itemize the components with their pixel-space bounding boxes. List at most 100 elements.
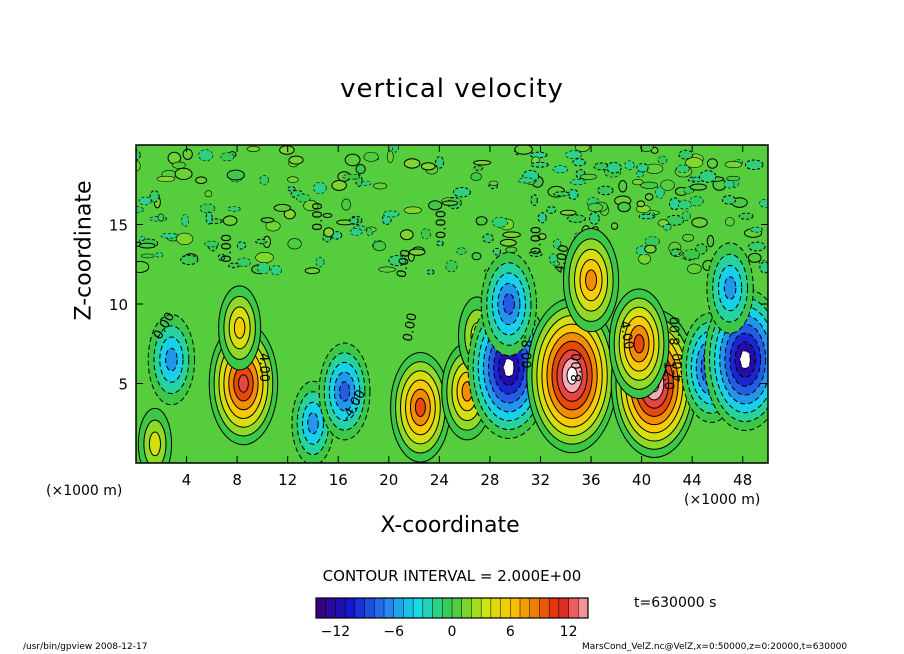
- footer-data-source: MarsCond_VelZ.nc@VelZ,x=0:50000,z=0:2000…: [582, 642, 848, 652]
- x-tick-label: 36: [581, 471, 600, 489]
- colorbar-tick-label: −6: [383, 624, 404, 640]
- colorbar-segment: [568, 598, 579, 618]
- y-axis: 5 10 15: [109, 217, 768, 394]
- turbulence-cell: [217, 253, 226, 261]
- turbulence-cell: [246, 146, 261, 152]
- turbulence-cell: [382, 210, 400, 218]
- turbulence-cell: [724, 160, 743, 169]
- turbulence-cell: [644, 236, 660, 247]
- turbulence-cell: [657, 155, 668, 165]
- colorbar-segment: [413, 598, 424, 618]
- turbulence-cell: [695, 243, 708, 255]
- turbulence-cell: [279, 145, 295, 155]
- turbulence-cell: [408, 248, 426, 256]
- contour-label: 12.0: [660, 361, 675, 390]
- turbulence-cell: [204, 190, 213, 198]
- contour-label: 8.00: [570, 353, 585, 382]
- turbulence-cell: [530, 194, 538, 206]
- turbulence-cell: [303, 200, 319, 212]
- turbulence-cell: [155, 252, 164, 258]
- turbulence-cell: [759, 261, 768, 274]
- x-tick-label: 32: [531, 471, 550, 489]
- x-axis: 4 8 12 16 20 24 28 32 36 40 44 48: [182, 145, 752, 489]
- turbulence-cell: [597, 185, 614, 196]
- colorbar-segment: [490, 598, 502, 618]
- colorbar-tick-label: −12: [321, 624, 351, 640]
- downdraft-cell: [318, 342, 371, 441]
- turbulence-cell: [388, 254, 407, 267]
- turbulence-cell: [344, 153, 361, 167]
- y-tick-label: 5: [118, 376, 128, 394]
- contour-label: 0.00: [394, 248, 414, 279]
- colorbar-segment: [520, 598, 531, 618]
- turbulence-cell: [257, 261, 270, 275]
- turbulence-cell: [618, 180, 628, 193]
- colorbar-segment: [403, 598, 414, 618]
- turbulence-cell: [322, 213, 333, 219]
- colorbar-segment: [529, 598, 540, 618]
- colorbar-segment: [364, 598, 375, 618]
- x-tick-label: 16: [329, 471, 348, 489]
- x-tick-label: 28: [480, 471, 499, 489]
- turbulence-cell: [518, 177, 536, 184]
- turbulence-cell: [759, 199, 768, 208]
- x-tick-label: 20: [379, 471, 398, 489]
- turbulence-cell: [552, 165, 569, 174]
- turbulence-cell: [342, 173, 361, 180]
- turbulence-cell: [156, 175, 176, 182]
- turbulence-cell: [570, 178, 587, 186]
- turbulence-cell: [363, 151, 379, 162]
- turbulence-cell: [171, 161, 186, 169]
- turbulence-cell: [514, 145, 533, 155]
- turbulence-cell: [403, 158, 421, 169]
- turbulence-cell: [341, 198, 351, 211]
- turbulence-cell: [725, 217, 735, 227]
- downdraft-cell: [706, 242, 754, 334]
- turbulence-cell: [473, 165, 484, 171]
- y-axis-units: (×1000 m): [46, 483, 123, 499]
- colorbar-segment: [578, 598, 589, 618]
- turbulence-cell: [220, 152, 235, 162]
- turbulence-cell: [640, 181, 659, 189]
- turbulence-cell: [670, 248, 681, 257]
- colorbar-segment: [316, 598, 327, 618]
- contour-label: 4.00: [616, 320, 636, 351]
- turbulence-cell: [530, 161, 549, 168]
- colorbar-tick-label: 6: [506, 624, 515, 640]
- x-axis-label: X-coordinate: [380, 513, 520, 538]
- turbulence-cell: [721, 195, 737, 205]
- turbulence-cell: [644, 244, 657, 254]
- turbulence-cell: [378, 266, 396, 273]
- turbulence-cell: [313, 182, 327, 195]
- turbulence-cell: [676, 164, 690, 173]
- x-tick-label: 12: [278, 471, 297, 489]
- turbulence-cell: [174, 167, 193, 181]
- turbulence-cell: [682, 249, 700, 260]
- turbulence-cell: [691, 217, 708, 228]
- turbulence-cell: [349, 228, 363, 236]
- colorbar-segment: [549, 598, 560, 618]
- turbulence-cell: [426, 269, 435, 275]
- turbulence-cell: [682, 233, 695, 242]
- chart-title: vertical velocity: [340, 74, 564, 104]
- turbulence-cell: [222, 215, 238, 226]
- turbulence-cell: [445, 259, 458, 273]
- downdraft-cell: [480, 251, 537, 357]
- colorbar-segment: [325, 598, 336, 618]
- turbulence-cell: [428, 200, 443, 211]
- turbulence-cell: [655, 186, 665, 199]
- turbulence-cell: [420, 162, 436, 171]
- turbulence-cell: [366, 228, 373, 236]
- turbulence-cell: [492, 247, 502, 256]
- turbulence-cell: [706, 235, 715, 248]
- turbulence-cell: [677, 199, 692, 210]
- turbulence-cell: [528, 250, 543, 257]
- turbulence-cell: [435, 156, 445, 169]
- colorbar-segment: [481, 598, 492, 618]
- turbulence-cell: [738, 212, 754, 220]
- turbulence-cell: [491, 216, 509, 228]
- turbulence-cell: [295, 193, 311, 203]
- turbulence-cell: [470, 172, 482, 181]
- turbulence-cell: [260, 217, 275, 223]
- turbulence-cell: [687, 263, 702, 275]
